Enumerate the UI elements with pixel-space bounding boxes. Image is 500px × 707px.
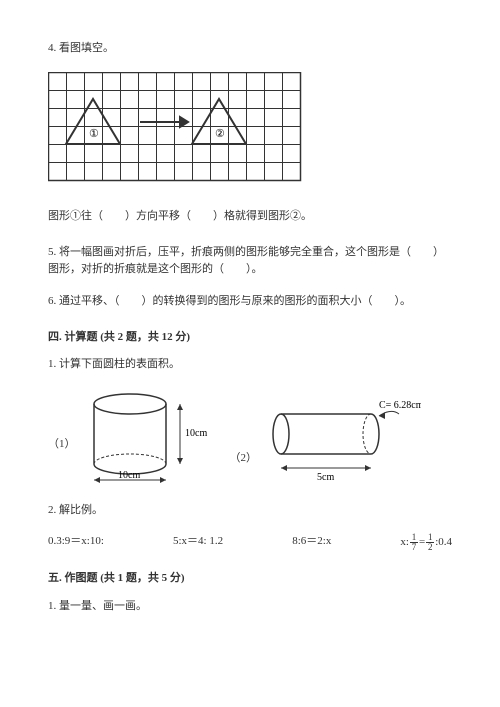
- cyl2-index: （2）: [230, 450, 258, 468]
- cylinder-figures: （1） 10cm 10cm （2）: [48, 388, 452, 488]
- prop-d-pre: x:: [400, 534, 409, 552]
- prop-c: 8:6＝2:x: [292, 533, 331, 552]
- prop-d: x: 1 7 = 1 2 :0.4: [400, 533, 452, 552]
- prop-a: 0.3:9＝x:10:: [48, 533, 104, 552]
- cyl2-c: C= 6.28cm: [379, 400, 421, 411]
- f2d: 2: [428, 543, 433, 552]
- triangle-2: ②: [192, 99, 246, 144]
- cylinder-1: （1） 10cm 10cm: [48, 388, 210, 488]
- proportions-row: 0.3:9＝x:10: 5:x＝4: 1.2 8:6＝2:x x: 1 7 = …: [48, 533, 452, 552]
- triangle-1: ①: [66, 99, 120, 144]
- q6-text: 6. 通过平移、（ ）的转换得到的图形与原来的图形的面积大小（ ）。: [48, 293, 452, 311]
- prop-b: 5:x＝4: 1.2: [173, 533, 223, 552]
- cyl1-index: （1）: [48, 436, 76, 454]
- sec5-title: 五. 作图题 (共 1 题，共 5 分): [48, 570, 452, 588]
- fraction-2: 1 2: [426, 533, 434, 552]
- f2n: 1: [428, 533, 433, 542]
- sec5-q1: 1. 量一量、画一画。: [48, 598, 452, 616]
- grid-svg: ① ②: [48, 72, 304, 184]
- cyl1-h: 10cm: [185, 428, 207, 439]
- arrow-icon: [140, 117, 188, 127]
- cylinder-2: （2） C= 6.28cm 5cm: [230, 398, 422, 488]
- sec4-title: 四. 计算题 (共 2 题，共 12 分): [48, 329, 452, 347]
- f1n: 1: [412, 533, 417, 542]
- cyl2-l: 5cm: [317, 472, 334, 483]
- q4-title: 4. 看图填空。: [48, 40, 452, 58]
- q4-figure: ① ②: [48, 72, 452, 191]
- sec4-q2: 2. 解比例。: [48, 502, 452, 520]
- f1d: 7: [412, 543, 417, 552]
- tri2-label: ②: [215, 128, 225, 140]
- q4-desc: 图形①往（ ）方向平移（ ）格就得到图形②。: [48, 208, 452, 226]
- cyl1-d: 10cm: [118, 470, 140, 481]
- tri1-label: ①: [89, 128, 99, 140]
- fraction-1: 1 7: [410, 533, 418, 552]
- sec4-q1: 1. 计算下面圆柱的表面积。: [48, 356, 452, 374]
- prop-d-mid: =: [419, 534, 425, 552]
- prop-d-post: :0.4: [435, 534, 452, 552]
- q5-text: 5. 将一幅图画对折后，压平，折痕两侧的图形能够完全重合，这个图形是（ ）图形，…: [48, 244, 452, 279]
